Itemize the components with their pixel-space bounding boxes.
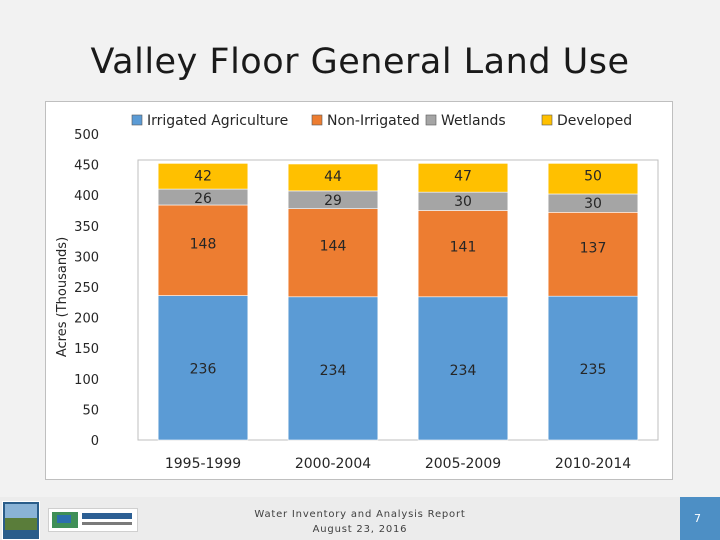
y-tick-label: 400 (74, 189, 99, 204)
bar-segment (547, 163, 639, 195)
legend-label: Irrigated Agriculture (147, 113, 288, 129)
stacked-bar-chart: 0 50 100 150 200 250 300 350 400 450 500 Acres (Tho… (55, 113, 659, 472)
page-number: 7 (694, 512, 701, 525)
bar-segment (417, 163, 509, 193)
legend-swatch (131, 114, 143, 126)
y-tick-label: 200 (74, 312, 99, 327)
slide-title: Valley Floor General Land Use (90, 42, 630, 82)
data-label: 235 (580, 362, 607, 378)
davids-logo (48, 508, 138, 532)
y-tick-label: 50 (82, 403, 99, 418)
y-tick-label: 500 (74, 128, 99, 143)
bar-segment (547, 295, 639, 441)
legend-swatch (541, 114, 553, 126)
legend-swatch (425, 114, 437, 126)
data-label: 26 (194, 191, 212, 207)
legend-label: Developed (557, 113, 632, 129)
bar-segment (417, 296, 509, 441)
bar-segment (157, 295, 249, 441)
data-label: 137 (580, 240, 607, 256)
y-tick-label: 0 (91, 434, 99, 449)
bar-segment (157, 163, 249, 190)
bar-segment (157, 204, 249, 296)
county-logo-sky (5, 504, 37, 518)
footer-accent (680, 497, 720, 540)
davids-logo-wordmark (82, 513, 132, 519)
davids-logo-mark-inner (57, 515, 71, 523)
data-label: 141 (450, 240, 477, 256)
y-tick-label: 450 (74, 159, 99, 174)
data-label: 30 (454, 194, 472, 210)
y-tick-label: 250 (74, 281, 99, 296)
data-label: 44 (324, 169, 342, 185)
x-tick-label: 2010-2014 (555, 456, 631, 472)
data-label: 29 (324, 193, 342, 209)
y-tick-label: 150 (74, 342, 99, 357)
data-label: 47 (454, 168, 472, 184)
x-tick-label: 2005-2009 (425, 456, 501, 472)
county-logo (2, 501, 40, 540)
davids-logo-tagline (82, 522, 132, 525)
data-label: 236 (190, 362, 217, 378)
data-label: 148 (190, 236, 217, 252)
data-label: 50 (584, 168, 602, 184)
x-tick-label: 1995-1999 (165, 456, 241, 472)
x-tick-label: 2000-2004 (295, 456, 371, 472)
y-tick-label: 350 (74, 220, 99, 235)
legend-label: Non-Irrigated (327, 113, 420, 129)
bar-segment (547, 212, 639, 297)
chart-panel: 0 50 100 150 200 250 300 350 400 450 500 Acres (Tho… (45, 101, 673, 480)
bar-segment (287, 296, 379, 441)
bar-segment (287, 208, 379, 298)
data-label: 234 (320, 363, 347, 379)
y-tick-label: 300 (74, 250, 99, 265)
data-label: 144 (320, 239, 347, 255)
data-label: 30 (584, 196, 602, 212)
footer-report-title: Water Inventory and Analysis Report (254, 509, 466, 520)
y-axis-label: Acres (Thousands) (55, 237, 70, 357)
legend-label: Wetlands (441, 113, 506, 129)
county-logo-land (5, 518, 37, 530)
data-label: 42 (194, 168, 212, 184)
footer-date: August 23, 2016 (312, 524, 408, 535)
bar-segment (287, 163, 379, 192)
y-tick-label: 100 (74, 373, 99, 388)
legend-swatch (311, 114, 323, 126)
data-label: 234 (450, 363, 477, 379)
